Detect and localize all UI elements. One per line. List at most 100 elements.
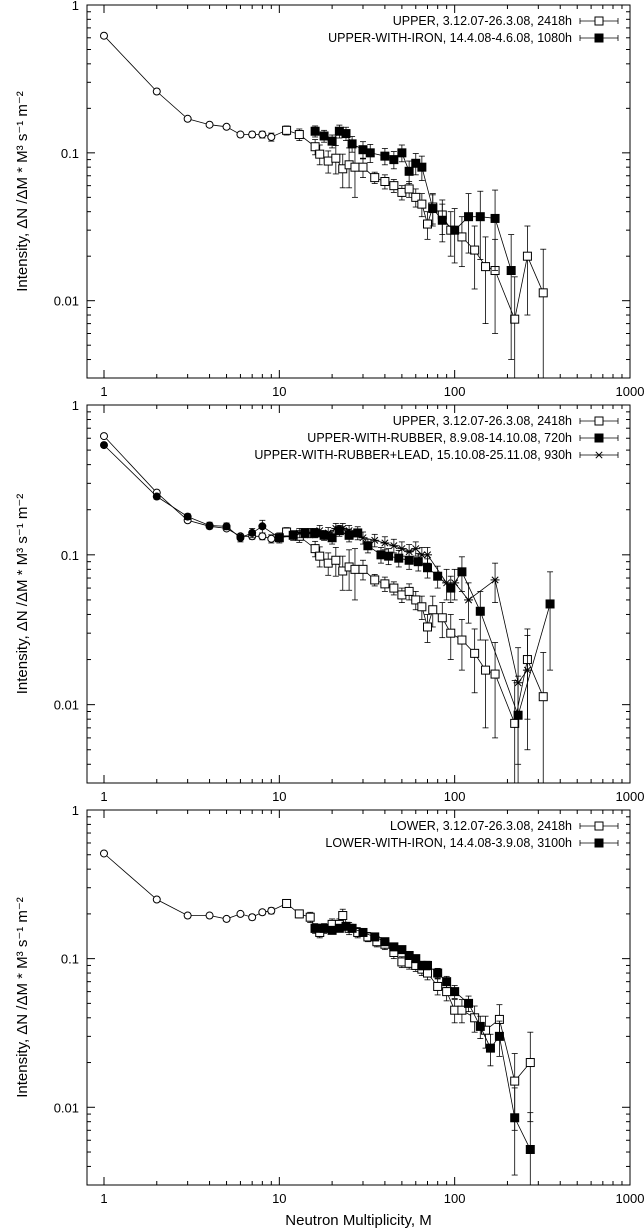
data-point [423, 563, 433, 573]
data-point [389, 155, 399, 165]
x-tick-label: 1000 [616, 384, 644, 399]
legend: UPPER, 3.12.07-26.3.08, 2418h UPPER-WITH-… [254, 414, 619, 462]
data-point [510, 1113, 520, 1123]
data-point [350, 162, 360, 172]
data-point [457, 567, 467, 577]
x-tick-label: 10 [272, 1191, 286, 1206]
data-point [152, 492, 161, 501]
data-point [545, 599, 555, 609]
y-tick-label: 1 [72, 803, 79, 818]
data-point [433, 981, 443, 991]
data-point [594, 16, 604, 26]
data-point [417, 199, 427, 209]
data-point [205, 120, 214, 129]
data-point [594, 416, 604, 426]
data-point [152, 87, 161, 96]
data-point [99, 31, 108, 40]
data-point [464, 212, 474, 222]
data-point [380, 937, 390, 947]
data-point [397, 545, 407, 553]
series-line [103, 853, 531, 1082]
data-point [236, 130, 245, 139]
data-point [294, 529, 304, 537]
data-point [258, 130, 267, 139]
data-point [282, 125, 292, 135]
data-point [370, 932, 380, 942]
data-point [358, 564, 368, 574]
series-line [299, 528, 528, 684]
data-point [470, 648, 480, 658]
data-point [470, 245, 480, 255]
data-point [397, 945, 407, 955]
data-point [490, 576, 500, 584]
legend: UPPER, 3.12.07-26.3.08, 2418h UPPER-WITH-… [328, 14, 619, 45]
x-tick-label: 1000 [616, 789, 644, 804]
data-point [417, 162, 427, 172]
data-point [222, 914, 231, 923]
data-point [525, 1058, 535, 1068]
data-point [327, 136, 337, 146]
data-point [538, 692, 548, 702]
data-point [310, 923, 320, 933]
data-point [350, 564, 360, 574]
data-point [310, 142, 320, 152]
panel-3: 1 10 100 1000 1 0.1 0.01 Intensity, ΔN /ΔM * M³… [14, 803, 644, 1229]
data-point [490, 213, 500, 223]
data-point [370, 575, 380, 585]
data-point [494, 1031, 504, 1041]
data-point [446, 583, 456, 593]
data-point [404, 184, 414, 194]
data-point [394, 553, 404, 563]
y-tick-label: 1 [72, 398, 79, 413]
legend-entry: LOWER, 3.12.07-26.3.08, 2418h [390, 819, 572, 833]
data-point [358, 927, 368, 937]
y-axis-title: Intensity, ΔN /ΔM * M³ s⁻¹ m⁻² [14, 91, 31, 292]
y-axis-title: Intensity, ΔN /ΔM * M³ s⁻¹ m⁻² [14, 897, 31, 1098]
data-point [323, 558, 333, 568]
data-point [380, 579, 390, 589]
data-point [450, 987, 460, 997]
data-point [363, 541, 373, 551]
data-point [344, 527, 354, 535]
data-point [267, 534, 276, 543]
x-axis-title: Neutron Multiplicity, M [285, 1212, 431, 1229]
data-point [152, 895, 161, 904]
data-point [319, 131, 329, 141]
series-line [103, 444, 551, 717]
series-3 [294, 523, 532, 765]
data-point [475, 212, 485, 222]
data-point [310, 544, 320, 554]
data-point [370, 536, 380, 544]
data-point [506, 266, 516, 276]
data-point [510, 1076, 520, 1086]
data-point [510, 314, 520, 324]
x-tick-label: 100 [444, 1191, 466, 1206]
data-point [404, 548, 414, 556]
data-point [205, 521, 214, 530]
data-point [99, 432, 108, 441]
data-point [475, 606, 485, 616]
data-point [305, 912, 315, 922]
data-point [331, 153, 341, 163]
data-point [404, 166, 414, 176]
data-point [258, 532, 267, 541]
series-1 [99, 849, 535, 1131]
data-point [389, 583, 399, 593]
legend: LOWER, 3.12.07-26.3.08, 2418h LOWER-WITH-… [325, 819, 619, 850]
data-point [267, 906, 276, 915]
data-point [370, 173, 380, 183]
series-line [103, 35, 544, 321]
data-point [389, 542, 399, 550]
x-tick-label: 100 [444, 789, 466, 804]
data-point [315, 527, 325, 535]
data-point [457, 232, 467, 242]
data-point [442, 579, 452, 587]
data-point [294, 909, 304, 919]
data-point [481, 262, 491, 272]
data-point [389, 181, 399, 191]
data-point [490, 669, 500, 679]
data-point [315, 149, 325, 159]
data-point [433, 968, 443, 978]
data-point [450, 579, 460, 587]
data-point [437, 215, 447, 225]
